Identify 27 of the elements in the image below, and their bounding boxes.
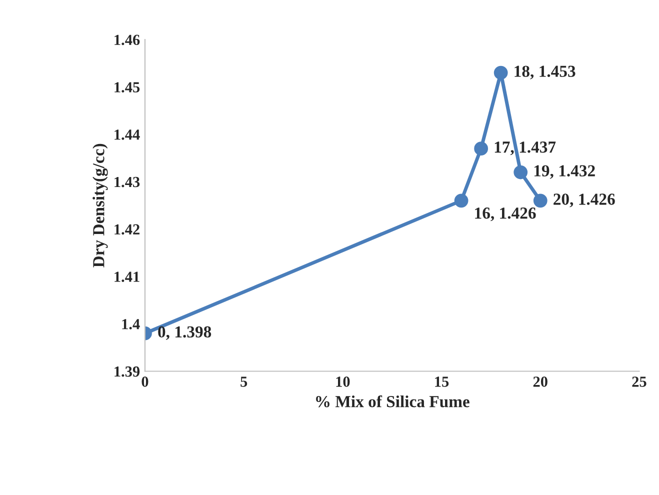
x-tick-label: 10: [336, 376, 350, 387]
data-label: 0, 1.398: [158, 326, 212, 340]
point: [454, 194, 468, 208]
data-label: 20, 1.426: [554, 194, 615, 208]
y-tick-label: 1.4: [122, 319, 140, 330]
x-tick-label: 15: [435, 376, 449, 387]
x-tick-label: 25: [632, 376, 646, 387]
data-label: 16, 1.426: [475, 208, 536, 222]
y-tick-label: 1.39: [114, 366, 140, 377]
y-axis-title: Dry Density(g/cc): [92, 144, 108, 268]
y-tick-label: 1.46: [114, 34, 140, 46]
data-label: 17, 1.437: [494, 142, 556, 156]
y-tick-label: 1.41: [114, 272, 140, 282]
x-axis-title: % Mix of Silica Fume: [316, 395, 470, 408]
x-tick-label: 0: [142, 376, 148, 387]
y-tick-label: 1.42: [114, 224, 140, 235]
point: [514, 165, 528, 180]
data-label: 18, 1.453: [514, 66, 576, 80]
y-tick-label: 1.43: [114, 176, 140, 188]
x-tick-label: 20: [533, 376, 548, 387]
x-tick-label: 5: [240, 376, 248, 387]
point: [533, 194, 548, 208]
data-label: 19, 1.432: [534, 165, 595, 179]
y-tick-label: 1.45: [114, 82, 140, 92]
point: [474, 142, 488, 156]
point: [494, 66, 508, 80]
y-tick-label: 1.44: [114, 130, 140, 140]
